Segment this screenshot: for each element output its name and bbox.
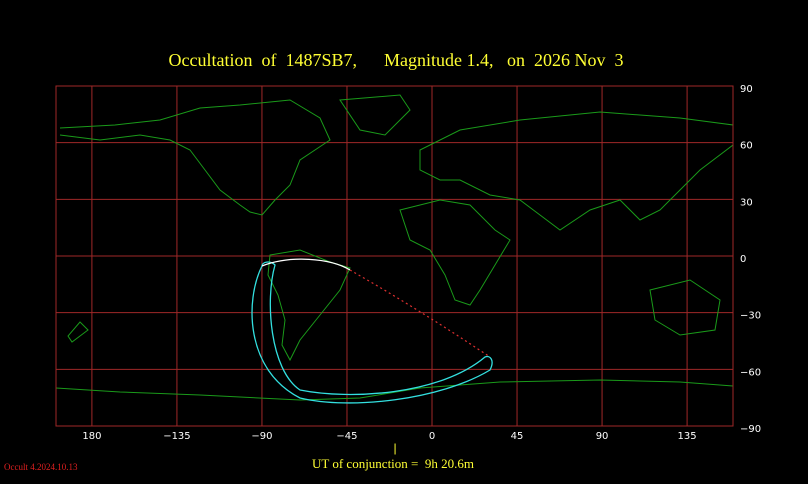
conjunction-marker: | (393, 441, 396, 455)
map-area (55, 94, 734, 404)
x-tick-label: 135 (678, 431, 697, 442)
south-america (267, 249, 351, 362)
center-line (261, 258, 351, 271)
antarctica (55, 379, 734, 401)
x-tick-label: −45 (336, 431, 357, 442)
y-tick-label: 0 (740, 254, 746, 265)
y-tick-label: −90 (740, 424, 761, 435)
africa (399, 199, 511, 306)
x-tick-label: 0 (429, 431, 435, 442)
greenland (339, 94, 411, 136)
eurasia (419, 111, 734, 231)
dark-path (349, 269, 491, 358)
new-zealand (67, 321, 89, 343)
australia (649, 279, 721, 336)
x-tick-label: 45 (511, 431, 524, 442)
occultation-path (251, 261, 493, 404)
y-tick-label: 60 (740, 141, 753, 152)
x-tick-label: 180 (82, 431, 101, 442)
y-tick-label: 90 (740, 84, 753, 95)
north-america (59, 99, 331, 216)
chart-title: Occultation of 1487SB7, Magnitude 1.4, o… (169, 50, 624, 70)
coastlines (55, 94, 734, 401)
footer: UT of conjunction = 9h 20.6m (312, 456, 474, 471)
credit: Occult 4.2024.10.13 (4, 462, 78, 472)
y-tick-label: −30 (740, 311, 761, 322)
map-frame (55, 85, 734, 427)
x-tick-label: 90 (596, 431, 609, 442)
y-tick-label: 30 (740, 197, 753, 208)
x-tick-label: −90 (251, 431, 272, 442)
y-tick-label: −60 (740, 367, 761, 378)
x-tick-label: −135 (163, 431, 190, 442)
